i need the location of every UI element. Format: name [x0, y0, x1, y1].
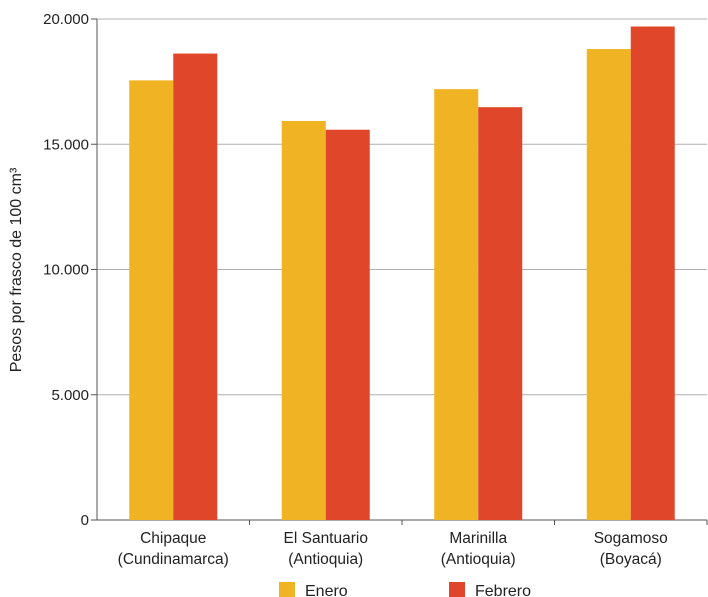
legend-label-enero: Enero: [305, 583, 348, 597]
y-tick-label: 0: [81, 512, 89, 529]
y-tick-label: 5.000: [51, 387, 89, 404]
bar-enero-2: [434, 89, 479, 520]
y-tick-label: 20.000: [43, 11, 89, 28]
bar-febrero-2: [478, 107, 523, 521]
axes: 0 5.000 10.000 15.000 20.000 Chipaque (Cundina…: [43, 11, 708, 568]
x-tick-label: (Antioquia): [441, 551, 516, 568]
bar-enero-0: [129, 80, 174, 520]
bar-enero-1: [281, 120, 326, 521]
y-tick-label: 15.000: [43, 136, 89, 153]
x-tick-label: Sogamoso: [594, 530, 668, 547]
x-tick-label: (Antioquia): [288, 551, 363, 568]
x-tick-label: (Cundinamarca): [118, 551, 229, 568]
bars: [129, 26, 675, 521]
bar-enero-3: [586, 49, 631, 521]
bar-febrero-1: [325, 129, 370, 520]
x-tick-label: El Santuario: [284, 530, 368, 547]
y-tick-label: 10.000: [43, 262, 89, 279]
legend-label-febrero: Febrero: [475, 583, 531, 597]
x-tick-label: Chipaque: [140, 530, 206, 547]
legend-swatch-febrero: [449, 582, 465, 597]
bar-febrero-0: [173, 53, 218, 520]
y-axis-title: Pesos por frasco de 100 cm³: [8, 167, 25, 372]
legend-swatch-enero: [279, 582, 295, 597]
x-tick-label: (Boyacá): [600, 551, 662, 568]
legend: Enero Febrero: [279, 582, 531, 597]
bar-febrero-3: [630, 26, 675, 520]
x-tick-label: Marinilla: [449, 530, 507, 547]
